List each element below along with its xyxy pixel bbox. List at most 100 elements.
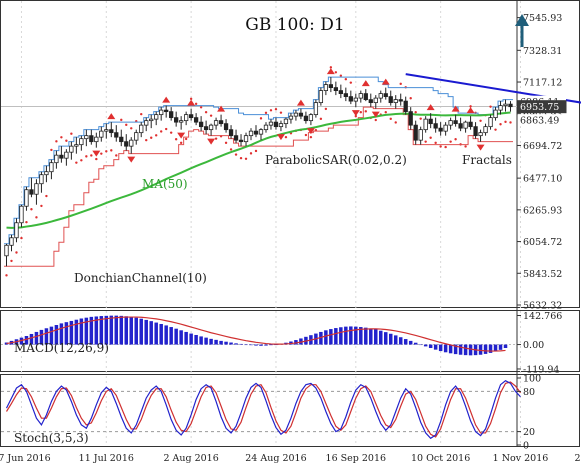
sar-dot: [209, 114, 213, 117]
candle-body: [228, 129, 234, 137]
candle-body: [134, 132, 139, 141]
fractal-down-marker: [207, 138, 216, 145]
macd-bar: [463, 344, 468, 356]
sar-dot: [489, 105, 492, 108]
sar-dot: [120, 118, 123, 122]
price-tick-label: 7328.31: [523, 46, 562, 57]
x-tick-label: 17 Jun 2016: [0, 453, 51, 464]
candle-body: [338, 90, 343, 95]
macd-bar: [194, 334, 198, 345]
sar-dot: [499, 123, 502, 126]
x-tick-label: 10 Oct 2016: [411, 453, 470, 464]
macd-bar: [134, 317, 138, 345]
macd-bar: [354, 326, 358, 345]
macd-bar: [254, 344, 258, 346]
candle-body: [79, 138, 84, 146]
macd-bar: [423, 344, 428, 347]
sar-dot: [449, 140, 452, 143]
fractal-down-marker: [476, 144, 485, 151]
macd-bar: [154, 322, 158, 345]
sar-dot: [234, 153, 238, 156]
donchian-lower: [4, 106, 513, 267]
candle-body: [29, 189, 34, 195]
sar-dot: [199, 106, 203, 109]
macd-bar: [453, 344, 458, 355]
sar-dot: [364, 110, 367, 113]
sar-dot: [189, 97, 193, 101]
price-tick-label: 7117.12: [523, 78, 562, 89]
sar-dot: [10, 259, 13, 263]
candle-body: [208, 124, 214, 131]
candle-body: [233, 135, 239, 141]
candle-body: [188, 114, 194, 119]
sar-dot: [105, 150, 108, 153]
sar-dot: [155, 134, 158, 137]
sar-label: ParabolicSAR(0.02,0.2): [265, 153, 407, 167]
candle-body: [363, 93, 368, 101]
sar-dot: [30, 208, 33, 211]
macd-bar: [189, 333, 193, 345]
sar-dot: [125, 123, 128, 127]
macd-bar: [114, 315, 119, 345]
fractal-up-marker: [451, 105, 460, 112]
fractal-down-marker: [351, 110, 360, 117]
candle-body: [478, 132, 483, 137]
macd-bar: [204, 337, 208, 345]
macd-bar: [24, 336, 29, 345]
macd-bar: [498, 344, 503, 350]
candle-body: [508, 103, 513, 108]
fractal-down-marker: [306, 128, 315, 135]
macd-bar: [334, 328, 338, 345]
macd-bar: [443, 344, 448, 353]
macd-tick-label: 0.00: [523, 340, 544, 351]
sar-dot: [269, 109, 273, 112]
sar-dot: [204, 111, 208, 114]
macd-bar: [109, 315, 114, 345]
sar-dot: [354, 114, 358, 118]
stoch-d-line: [5, 381, 521, 438]
macd-bar: [478, 344, 483, 355]
candle-layer: [4, 77, 513, 267]
sar-dot: [184, 137, 188, 141]
x-tick-label: 16 Sep 2016: [326, 453, 387, 464]
macd-bar: [99, 316, 104, 345]
sar-dot: [249, 152, 253, 155]
macd-bar: [388, 333, 393, 345]
candle-body: [253, 130, 259, 135]
macd-bar: [503, 344, 508, 349]
sar-dot: [284, 135, 288, 139]
candle-body: [358, 93, 363, 99]
candle-body: [94, 136, 99, 143]
macd-bar: [458, 344, 463, 355]
candle-body: [343, 93, 348, 98]
macd-bar: [144, 319, 148, 345]
price-tick-label: 5843.52: [523, 269, 562, 280]
fractal-down-marker: [92, 150, 101, 157]
fractal-up-marker: [217, 105, 226, 112]
candle-body: [223, 123, 229, 131]
price-tick-label: 7545.93: [523, 13, 562, 24]
macd-bar: [84, 317, 89, 345]
candle-body: [348, 96, 353, 102]
candle-body: [104, 129, 109, 132]
x-tick-label: 1 Nov 2016: [493, 453, 549, 464]
macd-bar: [224, 341, 228, 345]
macd-bar: [34, 331, 39, 345]
candle-body: [169, 111, 174, 119]
ma-label: MA(50): [142, 177, 188, 191]
candle-body: [498, 105, 503, 111]
candle-body: [413, 124, 418, 141]
macd-bar: [64, 322, 69, 345]
sar-dot: [150, 136, 153, 139]
candle-body: [44, 171, 49, 176]
trendline-layer: [405, 73, 581, 104]
fractal-down-marker: [371, 111, 380, 118]
macd-signal-line: [6, 316, 506, 352]
sar-dot: [45, 194, 48, 198]
sar-dot: [389, 117, 392, 121]
candle-body: [34, 183, 39, 195]
sar-dot: [329, 66, 333, 69]
candle-body: [468, 121, 473, 128]
macd-bar: [184, 331, 188, 345]
ma-line: [6, 111, 511, 229]
